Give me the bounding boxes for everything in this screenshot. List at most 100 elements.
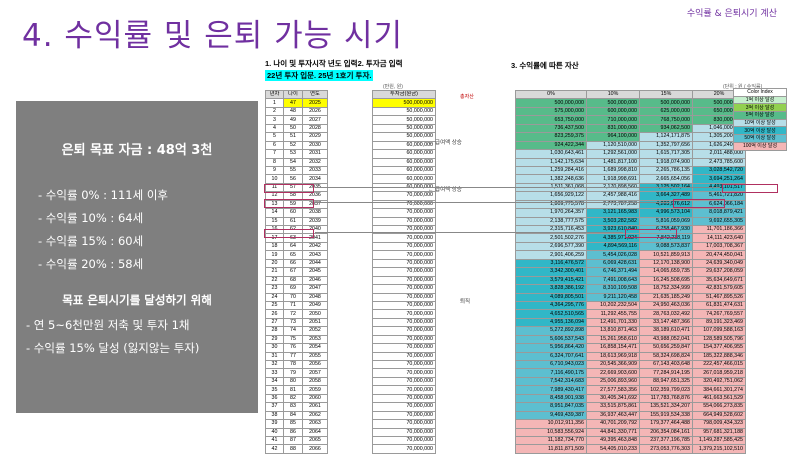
highlight-age-64 [264,229,314,238]
table-row: 70,000,000 [372,393,436,404]
table-row: 34 80 2058 [265,376,328,387]
rate-15: - 수익률 15% : 60세 [38,234,144,248]
cell-year: 2039 [302,216,328,227]
table-row: 10,583,556,924 44,841,330,771 206,354,084,… [515,427,746,437]
table-row: 31 77 2055 [265,351,328,362]
table-row: 11,182,734,770 49,395,463,848 237,377,196,… [515,435,746,446]
cell-invest: 70,000,000 [372,309,436,319]
cell-asset: 1,481,817,100 [586,157,640,167]
table-row: 70,000,000 [372,275,436,286]
cell-asset: 9,088,573,837 [639,241,693,252]
cell-age: 67 [283,267,303,277]
highlight-20pct [722,184,778,193]
cell-asset: 8,458,901,938 [515,393,587,404]
table-row: 11,811,871,509 54,405,010,233 273,053,776,… [515,444,746,454]
table-row: 500,000,000 [372,98,436,108]
table-row: 70,000,000 [372,326,436,336]
table-row: 3,828,386,192 8,310,109,508 18,752,334,999… [515,284,746,294]
table-row: 70,000,000 [372,292,436,302]
cell-asset: 8,951,847,035 [515,402,587,412]
cell-asset: 500,000,000 [586,98,640,108]
table-row: 70,000,000 [372,334,436,345]
legend-row: 1억 이상 달성 [733,95,787,105]
table-row: 8 54 2032 [265,157,328,167]
cell-asset: 500,000,000 [515,98,587,108]
table-row: 10,012,911,356 40,701,209,792 179,377,464,… [515,419,746,429]
cell-invest: 60,000,000 [372,165,436,176]
cell-invest: 70,000,000 [372,233,436,243]
table-row: 70,000,000 [372,410,436,421]
table-row: 8,458,901,938 30,405,341,692 117,783,768,8… [515,393,746,404]
table-row: 7,542,314,683 25,006,893,960 88,947,651,32… [515,376,746,387]
cell-asset: 5,956,864,420 [515,343,587,353]
cell-age: 71 [283,300,303,311]
table-row: 70,000,000 [372,419,436,429]
total-asset-label: 총자산 [460,94,474,100]
cell-year-index: 7 [265,149,284,159]
cell-asset: 2,265,786,135 [639,165,693,176]
cell-asset: 30,405,341,692 [586,393,640,404]
cell-invest: 70,000,000 [372,410,436,421]
table-row: 2,501,502,276 4,385,971,924 7,842,238,119 1… [515,233,746,243]
cell-age: 81 [283,385,303,395]
table-row: 653,750,000 710,000,000 768,750,000 830,000… [515,115,746,125]
cell-asset: 5,606,537,543 [515,334,587,345]
cell-invest: 60,000,000 [372,140,436,151]
cell-asset: 154,377,406,955 [692,343,746,353]
cell-year: 2045 [302,267,328,277]
cell-asset: 2,501,502,276 [515,233,587,243]
col-rate-10: 10% [586,89,640,100]
rate-10: - 수익률 10% : 64세 [38,211,144,225]
cell-asset: 1,352,797,656 [639,140,693,151]
cell-asset: 8,310,109,508 [586,284,640,294]
cell-asset: 1,970,264,357 [515,208,587,218]
table-row: 4,089,805,501 9,211,120,458 21,635,185,249… [515,292,746,302]
table-row: 70,000,000 [372,343,436,353]
cell-year-index: 28 [265,326,284,336]
arrow-15pct [315,202,671,203]
cell-year: 2049 [302,300,328,311]
cell-asset: 38,189,610,471 [639,326,693,336]
cell-year-index: 41 [265,435,284,446]
cell-invest: 70,000,000 [372,258,436,269]
cell-age: 50 [283,123,303,134]
cell-year-index: 37 [265,402,284,412]
cell-asset: 2,011,488,000 [692,149,746,159]
rate-0: - 수익률 0% : 111세 이후 [38,188,168,202]
cell-asset: 14,065,659,735 [639,267,693,277]
cell-asset: 102,359,799,023 [639,385,693,395]
cell-asset: 43,988,052,041 [639,334,693,345]
cell-asset: 5,272,892,898 [515,326,587,336]
cell-age: 74 [283,326,303,336]
legend-item: 50억 이상 달성 [733,134,787,143]
col-rate-15: 15% [639,89,693,100]
table-row: 5,272,892,898 13,810,871,463 38,189,610,47… [515,326,746,336]
cell-asset: 1,918,074,900 [639,157,693,167]
cell-asset: 11,182,734,770 [515,435,587,446]
cell-age: 66 [283,258,303,269]
cell-asset: 273,053,776,303 [639,444,693,454]
cell-asset: 77,284,914,195 [639,368,693,378]
cell-age: 73 [283,317,303,328]
cell-asset: 4,652,510,565 [515,309,587,319]
legend-row: 5억 이상 달성 [733,111,787,120]
cell-asset: 24,639,340,049 [692,258,746,269]
cell-age: 75 [283,334,303,345]
table-row: 70,000,000 [372,284,436,294]
highlight-age-58 [264,184,314,193]
legend-item: 10억 이상 달성 [733,118,787,128]
cell-invest: 70,000,000 [372,317,436,328]
cell-asset: 11,292,455,755 [586,309,640,319]
cell-year: 2029 [302,132,328,142]
cell-year: 2056 [302,359,328,370]
age-table: 년차 나이 연도 1 47 2025 2 48 2026 3 49 2027 4 50 2028 5 51… [265,89,328,454]
cell-age: 47 [283,98,303,108]
cell-year: 2025 [302,98,328,108]
cell-year-index: 20 [265,258,284,269]
table-row: 736,437,500 831,000,000 934,062,500 1,046,0… [515,123,746,134]
cell-year: 2061 [302,402,328,412]
cell-asset: 29,637,208,059 [692,267,746,277]
cell-year: 2054 [302,343,328,353]
cell-year: 2050 [302,309,328,319]
cell-invest: 50,000,000 [372,115,436,125]
